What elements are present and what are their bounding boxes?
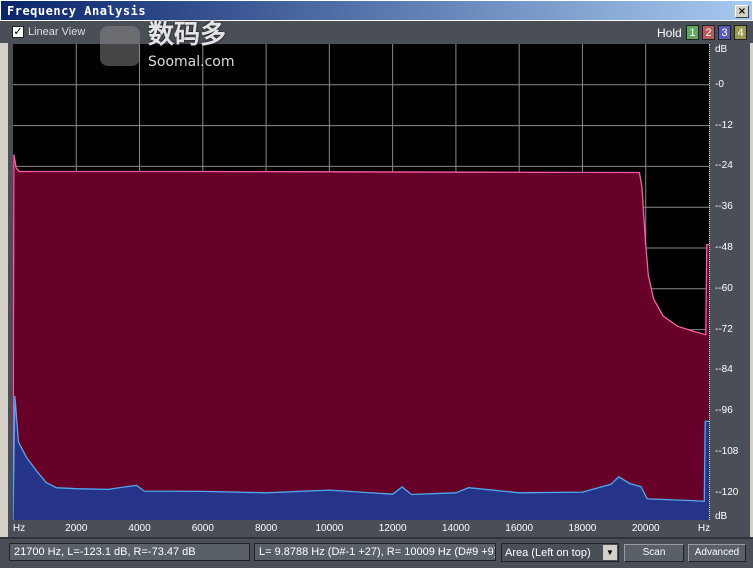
frequency-tick-label: 14000	[442, 523, 470, 534]
hz-unit-label-right: Hz	[697, 523, 711, 534]
spectrum-plot[interactable]	[13, 44, 709, 520]
advanced-button[interactable]: Advanced	[688, 544, 746, 562]
hold-button-2[interactable]: 2	[702, 25, 715, 40]
close-button[interactable]: ×	[735, 5, 749, 18]
frequency-tick-label: 18000	[568, 523, 597, 534]
linear-view-checkbox[interactable]: ✓	[12, 25, 24, 38]
frequency-tick-label: 2000	[65, 523, 88, 534]
right-channel-area	[13, 395, 709, 520]
db-tick-label: --12	[715, 119, 733, 131]
hold-button-1[interactable]: 1	[686, 25, 699, 40]
chevron-down-icon[interactable]: ▼	[603, 545, 617, 560]
db-tick-label: --36	[715, 201, 733, 213]
peak-readout: L= 9.8788 Hz (D#-1 +27), R= 10009 Hz (D#…	[254, 543, 496, 561]
hold-button-4[interactable]: 4	[734, 25, 747, 40]
db-tick-label: --48	[715, 242, 733, 253]
db-tick-label: -0	[715, 78, 724, 90]
frequency-tick-label: 10000	[315, 523, 344, 534]
window-title: Frequency Analysis	[7, 4, 147, 18]
view-mode-value: Area (Left on top)	[505, 547, 591, 559]
right-channel-line	[13, 395, 709, 520]
frequency-tick-label: 6000	[191, 523, 214, 534]
hold-button-3[interactable]: 3	[718, 25, 731, 40]
status-bar: 21700 Hz, L=-123.1 dB, R=-73.47 dB L= 9.…	[0, 537, 753, 568]
frequency-tick-label: 20000	[631, 523, 660, 534]
db-tick-label: --96	[715, 405, 733, 417]
frequency-tick-label: 8000	[254, 523, 278, 534]
left-channel-area	[13, 154, 709, 520]
frequency-axis: Hz 2000 4000 6000 8000 10000 12000 14000 16000 18…	[12, 520, 711, 537]
db-unit-label-top: dB	[715, 44, 728, 55]
view-mode-select[interactable]: Area (Left on top) ▼	[501, 543, 619, 562]
title-bar: Frequency Analysis ×	[0, 0, 753, 21]
db-tick-label: --84	[715, 364, 733, 376]
db-unit-label-bottom: dB	[715, 511, 728, 522]
db-tick-label: --72	[715, 323, 733, 335]
scan-button[interactable]: Scan	[624, 544, 684, 562]
hold-label: Hold	[657, 26, 682, 40]
db-tick-label: --120	[715, 486, 739, 498]
frequency-tick-label: 16000	[505, 523, 534, 534]
toolbar: ✓ Linear View Hold 1 2 3 4	[0, 21, 753, 43]
db-axis: dB -0 --12 --24 --36 --48 --60 --72 --84 --96 --10…	[709, 44, 750, 522]
db-tick-label: --60	[715, 282, 733, 294]
hz-unit-label-left: Hz	[12, 523, 26, 534]
frequency-tick-label: 12000	[378, 523, 407, 534]
cursor-readout: 21700 Hz, L=-123.1 dB, R=-73.47 dB	[9, 543, 250, 561]
left-channel-line	[13, 154, 709, 520]
db-tick-label: --108	[715, 446, 739, 457]
linear-view-label: Linear View	[28, 26, 86, 38]
frequency-tick-label: 4000	[128, 523, 151, 534]
db-tick-label: --24	[715, 160, 733, 172]
